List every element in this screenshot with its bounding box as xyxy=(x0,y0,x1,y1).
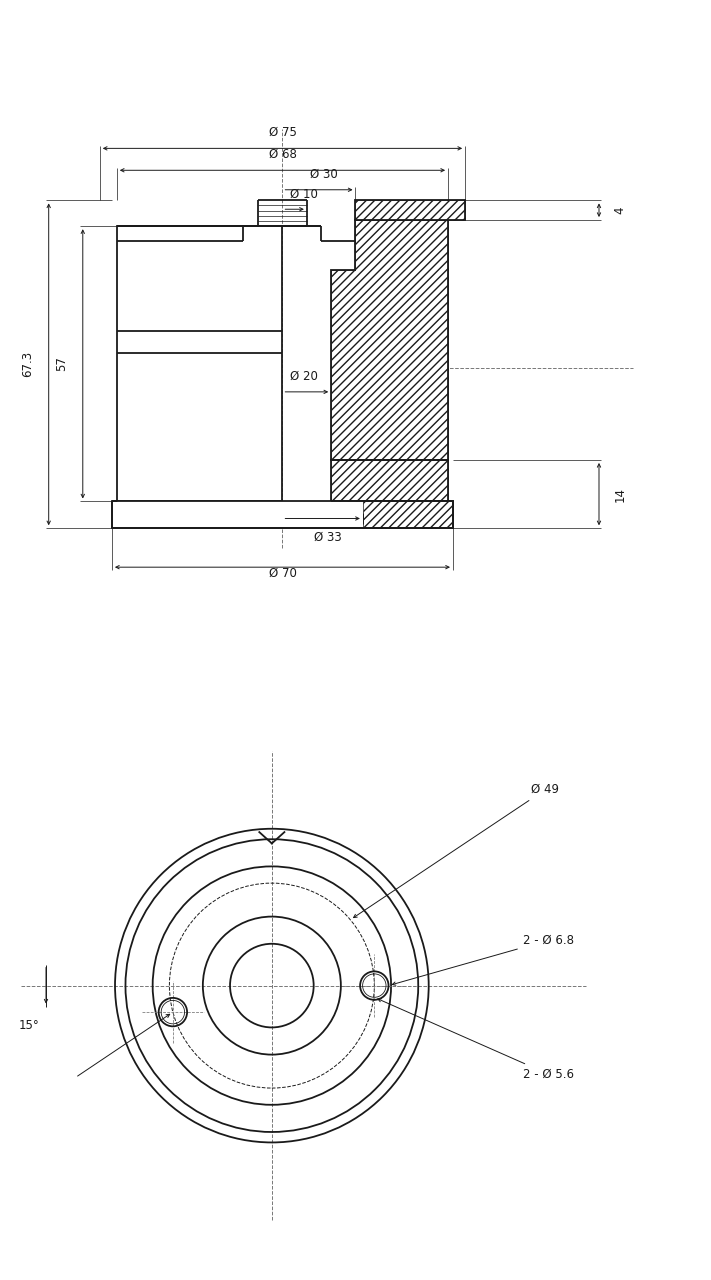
Text: 67.3: 67.3 xyxy=(21,351,34,378)
Text: Ø 30: Ø 30 xyxy=(310,168,338,180)
Text: 15°: 15° xyxy=(19,1019,40,1032)
Polygon shape xyxy=(363,502,453,529)
Polygon shape xyxy=(117,227,282,502)
Text: Ø 10: Ø 10 xyxy=(290,187,318,201)
Text: Ø 49: Ø 49 xyxy=(353,783,559,918)
Text: Ø 33: Ø 33 xyxy=(314,531,341,544)
Text: Ø 20: Ø 20 xyxy=(290,370,318,383)
Text: Ø 75: Ø 75 xyxy=(269,125,296,138)
Polygon shape xyxy=(331,220,448,460)
Text: 14: 14 xyxy=(614,486,626,502)
Text: 4: 4 xyxy=(614,206,626,214)
Polygon shape xyxy=(331,460,448,502)
Text: 57: 57 xyxy=(55,356,68,371)
Text: 2 - Ø 6.8: 2 - Ø 6.8 xyxy=(392,934,574,986)
Polygon shape xyxy=(356,201,465,220)
Text: Ø 70: Ø 70 xyxy=(269,566,296,580)
Text: 2 - Ø 5.6: 2 - Ø 5.6 xyxy=(378,998,574,1080)
Polygon shape xyxy=(112,502,453,529)
Text: Ø 68: Ø 68 xyxy=(269,147,296,160)
